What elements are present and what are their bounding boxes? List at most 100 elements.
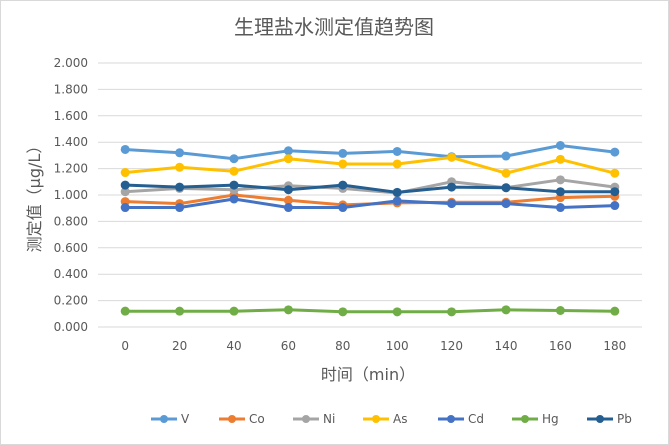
series-cd	[120, 194, 620, 213]
x-tick-label: 20	[172, 339, 187, 353]
y-tick-label: 1.600	[54, 109, 88, 123]
x-tick-label: 120	[440, 339, 463, 353]
legend-label: V	[181, 412, 190, 426]
legend-marker	[596, 415, 604, 423]
legend-item-cd: Cd	[438, 412, 484, 426]
data-point	[392, 146, 402, 156]
legend-marker	[160, 415, 168, 423]
data-point	[392, 159, 402, 169]
data-point	[610, 306, 620, 316]
data-point	[283, 195, 293, 205]
data-point	[338, 148, 348, 158]
data-point	[120, 144, 130, 154]
data-point	[175, 203, 185, 213]
data-point	[338, 203, 348, 213]
x-tick-label: 40	[226, 339, 241, 353]
legend-label: Pb	[617, 412, 632, 426]
data-point	[120, 180, 130, 190]
data-point	[392, 307, 402, 317]
x-tick-label: 0	[121, 339, 129, 353]
data-point	[392, 196, 402, 206]
data-point	[501, 183, 511, 193]
data-point	[447, 307, 457, 317]
legend-marker	[372, 415, 380, 423]
x-axis-ticks: 0 20 40 60 80 100 120 140 160 180	[121, 339, 626, 353]
series-line	[123, 178, 617, 195]
data-point	[447, 199, 457, 209]
data-point	[229, 194, 239, 204]
data-point	[120, 168, 130, 178]
data-point	[447, 182, 457, 192]
data-point	[392, 187, 402, 197]
legend: V Co Ni As Cd Hg Pb	[151, 412, 632, 426]
series-as	[120, 152, 620, 178]
data-point	[175, 148, 185, 158]
data-point	[555, 203, 565, 213]
legend-label: As	[393, 412, 407, 426]
data-point	[229, 154, 239, 164]
legend-item-hg: Hg	[512, 412, 559, 426]
series-v	[120, 141, 620, 164]
series-line	[123, 308, 617, 314]
data-point	[229, 166, 239, 176]
legend-item-v: V	[151, 412, 190, 426]
y-tick-label: 1.000	[54, 188, 88, 202]
data-point	[229, 306, 239, 316]
data-point	[610, 168, 620, 178]
data-point	[338, 180, 348, 190]
data-point	[283, 146, 293, 156]
y-tick-label: 1.400	[54, 135, 88, 149]
data-point	[610, 187, 620, 197]
y-tick-label: 0.200	[54, 294, 88, 308]
legend-marker	[521, 415, 529, 423]
x-tick-label: 140	[495, 339, 518, 353]
x-tick-label: 60	[281, 339, 296, 353]
data-point	[501, 168, 511, 178]
y-tick-label: 1.800	[54, 82, 88, 96]
x-tick-label: 80	[335, 339, 350, 353]
data-point	[283, 185, 293, 195]
series-line	[123, 183, 617, 194]
chart-title: 生理盐水测定值趋势图	[234, 15, 434, 39]
x-tick-label: 180	[603, 339, 626, 353]
y-tick-label: 0.600	[54, 241, 88, 255]
data-point	[501, 305, 511, 315]
legend-marker	[302, 415, 310, 423]
data-point	[555, 141, 565, 150]
gridlines	[98, 62, 642, 328]
data-point	[501, 199, 511, 209]
x-tick-label: 160	[549, 339, 572, 353]
data-point	[120, 187, 130, 197]
data-point	[283, 154, 293, 164]
data-point	[338, 307, 348, 317]
legend-item-co: Co	[219, 412, 265, 426]
legend-label: Co	[249, 412, 265, 426]
legend-item-as: As	[363, 412, 407, 426]
y-axis-ticks: 0.000 0.200 0.400 0.600 0.800 1.000 1.200 1.400…	[54, 56, 88, 334]
data-point	[283, 203, 293, 213]
data-point	[229, 180, 239, 190]
y-tick-label: 0.800	[54, 214, 88, 228]
legend-marker	[447, 415, 455, 423]
data-point	[610, 147, 620, 157]
series-line	[123, 144, 617, 161]
data-point	[283, 305, 293, 315]
data-point	[555, 175, 565, 185]
data-point	[120, 306, 130, 316]
legend-label: Hg	[542, 412, 559, 426]
series-line	[123, 155, 617, 175]
y-tick-label: 0.400	[54, 267, 88, 281]
x-axis-label: 时间（min）	[321, 365, 415, 384]
data-point	[555, 187, 565, 197]
series-pb	[120, 180, 620, 197]
data-point	[175, 162, 185, 172]
data-point	[610, 201, 620, 211]
series-layer	[120, 141, 620, 317]
data-point	[175, 182, 185, 192]
data-point	[338, 159, 348, 169]
legend-item-ni: Ni	[293, 412, 335, 426]
y-tick-label: 0.000	[54, 320, 88, 334]
x-tick-label: 100	[386, 339, 409, 353]
